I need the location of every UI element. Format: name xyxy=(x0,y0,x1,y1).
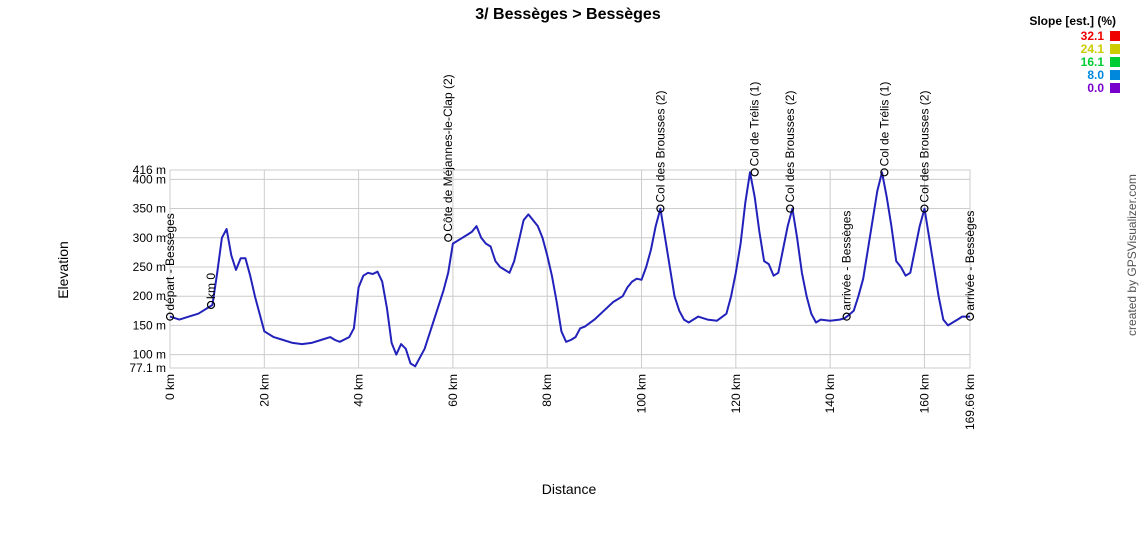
waypoint-markers: départ - Bessèges km 0 Côte de Méjannes-le… xyxy=(163,74,977,321)
y-tick-label: 416 m xyxy=(133,163,166,177)
y-tick-label: 300 m xyxy=(133,231,166,245)
x-tick-label: 40 km xyxy=(352,374,366,407)
waypoint-label: km 0 xyxy=(204,273,218,299)
x-tick-label: 120 km xyxy=(729,374,743,413)
y-tick-label: 200 m xyxy=(133,289,166,303)
waypoint-marker xyxy=(842,312,851,321)
waypoint-marker xyxy=(206,300,216,310)
waypoint-label: Col des Brousses (2) xyxy=(653,91,667,203)
chart-title: 3/ Bessèges > Bessèges xyxy=(475,6,661,23)
waypoint-label: Col de Trélis (1) xyxy=(748,82,762,167)
waypoint-label: Col des Brousses (2) xyxy=(783,91,797,203)
waypoint-marker xyxy=(750,168,759,177)
y-tick-label: 250 m xyxy=(133,260,166,274)
waypoint-marker xyxy=(656,204,665,213)
x-tick-label: 80 km xyxy=(540,374,554,407)
legend-swatch xyxy=(1110,44,1120,54)
y-tick-label: 100 m xyxy=(133,348,166,362)
y-axis-label: Elevation xyxy=(55,241,71,299)
x-tick-label: 140 km xyxy=(823,374,837,413)
y-tick-label: 77.1 m xyxy=(129,361,166,375)
waypoint-marker xyxy=(165,312,175,321)
y-tick-label: 350 m xyxy=(133,202,166,216)
elevation-line xyxy=(169,171,970,368)
y-tick-label: 150 m xyxy=(133,318,166,332)
x-tick-label: 100 km xyxy=(635,374,649,413)
waypoint-label: arrivée - Bessèges xyxy=(963,211,977,311)
legend-value: 8.0 xyxy=(1087,68,1104,82)
x-tick-label: 169.66 km xyxy=(963,374,977,430)
grid xyxy=(169,169,971,369)
credit-text: created by GPSVisualizer.com xyxy=(1125,174,1139,336)
legend-value: 32.1 xyxy=(1081,29,1105,43)
legend-value: 0.0 xyxy=(1087,81,1104,95)
waypoint-label: Col de Trélis (1) xyxy=(877,82,891,167)
elevation-series xyxy=(169,171,970,368)
x-tick-label: 160 km xyxy=(917,374,931,413)
x-tick-label: 20 km xyxy=(257,374,271,407)
legend-value: 24.1 xyxy=(1081,42,1105,56)
legend-swatch xyxy=(1110,57,1120,67)
waypoint-marker xyxy=(444,233,453,242)
legend-swatch xyxy=(1110,83,1120,93)
legend-value: 16.1 xyxy=(1081,55,1105,69)
y-tick-label: 400 m xyxy=(133,172,166,186)
waypoint-label: arrivée - Bessèges xyxy=(840,211,854,311)
legend-swatch xyxy=(1110,70,1120,80)
legend-title: Slope [est.] (%) xyxy=(1029,14,1116,28)
waypoint-label: Côte de Méjannes-le-Clap (2) xyxy=(441,74,455,231)
x-tick-labels: 0 km 20 km 40 km 60 km 80 km 100 km 120 km 140 … xyxy=(163,374,977,430)
legend-swatch xyxy=(1110,31,1120,41)
waypoint-marker xyxy=(965,312,975,321)
x-tick-label: 0 km xyxy=(163,374,177,400)
waypoint-label: départ - Bessèges xyxy=(163,213,177,310)
x-tick-label: 60 km xyxy=(446,374,460,407)
x-axis-label: Distance xyxy=(542,481,597,497)
waypoint-marker xyxy=(785,204,795,213)
waypoint-label: Col des Brousses (2) xyxy=(917,91,931,203)
slope-legend: Slope [est.] (%) 32.124.116.18.00.0 xyxy=(1029,14,1120,95)
waypoint-marker xyxy=(880,168,889,177)
waypoint-marker xyxy=(920,204,929,213)
